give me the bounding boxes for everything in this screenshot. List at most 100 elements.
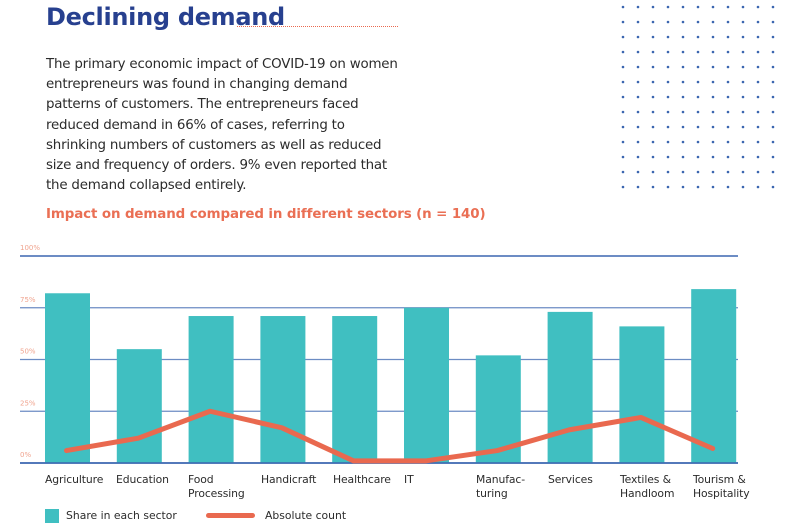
bar: [260, 316, 306, 463]
grid-dot: [711, 155, 715, 159]
grid-dot: [621, 185, 625, 189]
grid-dot: [711, 95, 715, 99]
grid-dot: [711, 20, 715, 24]
grid-dot: [621, 125, 625, 129]
grid-dot: [771, 155, 775, 159]
grid-dot: [726, 185, 730, 189]
grid-dot: [771, 80, 775, 84]
bar: [404, 307, 449, 463]
y-tick-label: 100%: [20, 244, 40, 252]
y-tick-label: 75%: [20, 296, 36, 304]
grid-dot: [711, 65, 715, 69]
grid-dot: [651, 155, 655, 159]
grid-dot: [621, 110, 625, 114]
x-tick-label: Healthcare: [333, 473, 391, 486]
grid-dot: [771, 5, 775, 9]
x-tick-label: Tourism & Hospitality: [693, 473, 750, 500]
bar: [332, 316, 378, 463]
grid-dot: [636, 140, 640, 144]
grid-dot: [696, 50, 700, 54]
y-tick-label: 50%: [20, 348, 36, 356]
grid-dot: [666, 185, 670, 189]
grid-dot: [756, 50, 760, 54]
grid-dot: [681, 140, 685, 144]
grid-dot: [771, 35, 775, 39]
legend-swatch-share: [45, 509, 59, 523]
x-tick-label: Agriculture: [45, 473, 104, 486]
legend-label-share: Share in each sector: [66, 509, 177, 522]
grid-dot: [696, 80, 700, 84]
grid-dot: [681, 170, 685, 174]
grid-dot: [696, 155, 700, 159]
grid-dot: [726, 170, 730, 174]
grid-dot: [636, 50, 640, 54]
grid-dot: [741, 125, 745, 129]
grid-dot: [771, 65, 775, 69]
grid-dot: [711, 185, 715, 189]
grid-dot: [651, 140, 655, 144]
grid-dot: [681, 50, 685, 54]
grid-dot: [666, 80, 670, 84]
grid-dot: [681, 35, 685, 39]
grid-dot: [741, 20, 745, 24]
grid-dot: [651, 80, 655, 84]
x-tick-label: Textiles & Handloom: [620, 473, 675, 500]
grid-dot: [636, 80, 640, 84]
grid-dot: [711, 35, 715, 39]
grid-dot: [651, 110, 655, 114]
grid-dot: [756, 95, 760, 99]
grid-dot: [771, 125, 775, 129]
grid-dot: [756, 20, 760, 24]
grid-dot: [696, 65, 700, 69]
grid-dot: [711, 140, 715, 144]
grid-dot: [681, 185, 685, 189]
grid-dot: [666, 5, 670, 9]
grid-dot: [621, 140, 625, 144]
grid-dot: [651, 125, 655, 129]
grid-dot: [711, 5, 715, 9]
grid-dot: [726, 110, 730, 114]
x-tick-label: Services: [548, 473, 593, 486]
grid-dot: [636, 110, 640, 114]
grid-dot: [696, 20, 700, 24]
grid-dot: [756, 125, 760, 129]
grid-dot: [651, 50, 655, 54]
grid-dot: [711, 50, 715, 54]
grid-dot: [666, 95, 670, 99]
grid-dot: [651, 5, 655, 9]
y-tick-label: 25%: [20, 399, 36, 407]
grid-dot: [621, 170, 625, 174]
grid-dot: [726, 125, 730, 129]
grid-dot: [726, 155, 730, 159]
legend-label-count: Absolute count: [265, 509, 347, 522]
grid-dot: [711, 170, 715, 174]
grid-dot: [696, 170, 700, 174]
x-tick-label: Handicraft: [261, 473, 317, 486]
intro-paragraph: The primary economic impact of COVID-19 …: [46, 57, 398, 194]
grid-dot: [651, 185, 655, 189]
grid-dot: [621, 65, 625, 69]
grid-dot: [741, 65, 745, 69]
grid-dot: [726, 20, 730, 24]
grid-dot: [636, 185, 640, 189]
grid-dot: [741, 5, 745, 9]
grid-dot: [696, 110, 700, 114]
grid-dot: [666, 50, 670, 54]
grid-dot: [756, 110, 760, 114]
grid-dot: [741, 140, 745, 144]
grid-dot: [681, 65, 685, 69]
decorative-dot-grid: [621, 5, 775, 189]
x-tick-label: Education: [116, 473, 169, 486]
grid-dot: [651, 65, 655, 69]
grid-dot: [726, 80, 730, 84]
grid-dot: [681, 80, 685, 84]
grid-dot: [771, 170, 775, 174]
title-dotted-rule: [237, 26, 398, 27]
grid-dot: [741, 110, 745, 114]
bar: [619, 326, 665, 463]
grid-dot: [771, 50, 775, 54]
absolute-count-line: [64, 408, 716, 464]
grid-dot: [636, 35, 640, 39]
grid-dot: [681, 95, 685, 99]
